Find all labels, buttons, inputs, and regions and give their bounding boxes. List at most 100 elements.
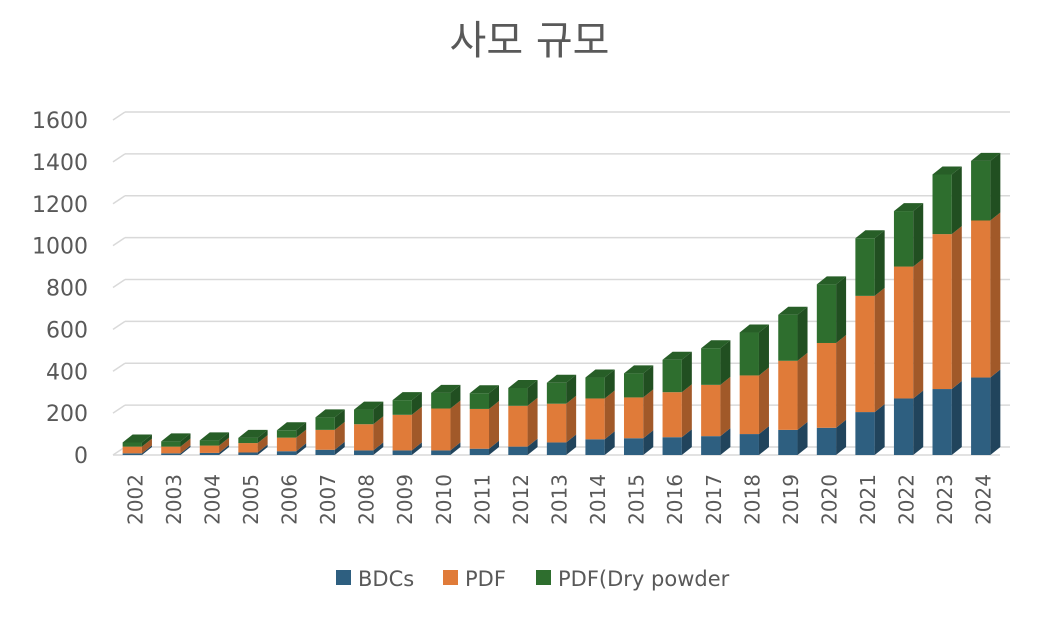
bar-segment-pdf-dry-powder bbox=[122, 442, 142, 447]
bar-segment-side bbox=[913, 258, 924, 399]
bar-segment-side bbox=[758, 426, 769, 455]
bar-top bbox=[855, 230, 885, 239]
y-tick-label: 200 bbox=[46, 402, 88, 427]
bar-segment-side bbox=[334, 409, 345, 430]
bar-segment-side bbox=[257, 435, 268, 453]
bar-segment-bdcs bbox=[585, 439, 605, 455]
bar-segment-bdcs bbox=[392, 450, 412, 455]
bar-top bbox=[893, 203, 924, 212]
bar-stack-2021 bbox=[855, 230, 885, 455]
legend-label: PDF(Dry powder bbox=[558, 567, 730, 591]
bar-segment-pdf-dry-powder bbox=[739, 332, 759, 376]
bar-top bbox=[276, 422, 307, 431]
bar-segment-bdcs bbox=[623, 438, 644, 455]
bar-segment-pdf bbox=[701, 384, 721, 437]
bar-segment-side bbox=[257, 444, 268, 455]
bar-top bbox=[431, 384, 461, 393]
bar-stack-2003 bbox=[161, 433, 191, 455]
bar-segment-side bbox=[951, 381, 962, 455]
bar-stack-2023 bbox=[932, 166, 962, 455]
x-tick-label: 2018 bbox=[740, 474, 764, 525]
x-tick-label: 2024 bbox=[972, 474, 996, 525]
x-tick-label: 2010 bbox=[432, 474, 456, 525]
bar-segment-side bbox=[913, 203, 924, 267]
legend-label: PDF bbox=[465, 567, 506, 591]
y-tick-label: 600 bbox=[46, 318, 88, 343]
bar-segment-side bbox=[720, 376, 731, 437]
bar-segment-side bbox=[720, 340, 731, 385]
bar-segment-side bbox=[219, 432, 230, 446]
bar-segment-side bbox=[681, 351, 692, 393]
bar-segment-side bbox=[643, 430, 654, 455]
bar-segment-pdf-dry-powder bbox=[508, 388, 528, 406]
bar-stack-2018 bbox=[739, 324, 769, 455]
bar-segment-bdcs bbox=[238, 452, 258, 455]
x-tick-label: 2003 bbox=[162, 474, 186, 525]
bar-segment-bdcs bbox=[161, 453, 181, 455]
bar-segment-bdcs bbox=[662, 437, 682, 455]
bar-segment-pdf bbox=[238, 443, 258, 453]
bar-segment-side bbox=[836, 276, 847, 343]
x-tick-label: 2020 bbox=[817, 474, 841, 525]
bar-segment-pdf-dry-powder bbox=[585, 377, 605, 399]
bar-segment-bdcs bbox=[315, 449, 335, 455]
bar-stack-2019 bbox=[778, 306, 808, 455]
bar-segment-side bbox=[874, 404, 885, 455]
bar-segment-side bbox=[180, 433, 191, 447]
bar-segment-bdcs bbox=[354, 450, 374, 455]
bar-segment-bdcs bbox=[546, 442, 567, 455]
y-tick-label: 1000 bbox=[32, 235, 88, 260]
bar-segment-side bbox=[990, 369, 1001, 455]
bar-segment-side bbox=[219, 437, 230, 453]
y-tick-label: 400 bbox=[46, 360, 88, 385]
bar-segment-side bbox=[296, 443, 307, 455]
bar-segment-pdf bbox=[855, 295, 875, 413]
bar-segment-pdf bbox=[971, 220, 991, 378]
bar-stack-2013 bbox=[546, 374, 577, 455]
bar-segment-pdf bbox=[392, 414, 412, 451]
bar-segment-side bbox=[604, 369, 615, 399]
bar-segment-bdcs bbox=[431, 450, 451, 455]
x-tick-label: 2017 bbox=[702, 474, 726, 525]
x-tick-label: 2004 bbox=[200, 474, 224, 525]
bar-top bbox=[585, 369, 615, 378]
y-tick-label: 0 bbox=[74, 444, 88, 469]
bar-stack-2010 bbox=[431, 384, 461, 455]
y-axis-ticks: 0 200 400 600 800 1000 1200 1400 1600 bbox=[32, 109, 88, 469]
bar-segment-side bbox=[141, 438, 152, 454]
bar-segment-pdf bbox=[315, 429, 335, 450]
bar-stack-2014 bbox=[585, 369, 615, 455]
bar-segment-pdf bbox=[431, 408, 451, 451]
bar-segment-bdcs bbox=[971, 377, 991, 455]
bar-top bbox=[354, 401, 384, 410]
bar-segment-pdf bbox=[816, 342, 837, 428]
bar-segment-side bbox=[450, 400, 461, 451]
bar-segment-side bbox=[566, 434, 577, 455]
bar-segment-side bbox=[489, 385, 500, 409]
bar-top bbox=[122, 434, 152, 443]
bar-stack-2005 bbox=[238, 429, 268, 455]
bar-stack-2011 bbox=[469, 385, 500, 455]
bar-stack-2022 bbox=[893, 203, 924, 455]
bar-segment-bdcs bbox=[855, 412, 875, 455]
bar-segment-side bbox=[874, 230, 885, 296]
bar-stack-2016 bbox=[662, 351, 692, 455]
bar-segment-side bbox=[681, 384, 692, 438]
x-tick-label: 2014 bbox=[586, 474, 610, 525]
y-tick-label: 1200 bbox=[32, 193, 88, 218]
y-tick-label: 1600 bbox=[32, 109, 88, 134]
x-tick-label: 2016 bbox=[663, 474, 687, 525]
bar-segment-pdf bbox=[546, 403, 567, 443]
bar-segment-pdf-dry-powder bbox=[778, 314, 798, 361]
legend-label: BDCs bbox=[358, 567, 414, 591]
bar-top bbox=[662, 351, 692, 360]
bar-top bbox=[739, 324, 769, 333]
y-tick-label: 800 bbox=[46, 277, 88, 302]
bar-stack-2009 bbox=[392, 392, 422, 455]
bar-segment-pdf bbox=[276, 437, 297, 452]
gridline-depth bbox=[112, 237, 126, 247]
bar-segment-pdf-dry-powder bbox=[315, 417, 335, 430]
legend-item: BDCs bbox=[336, 567, 414, 591]
gridline-depth bbox=[112, 320, 126, 330]
bar-segment-side bbox=[797, 306, 808, 361]
